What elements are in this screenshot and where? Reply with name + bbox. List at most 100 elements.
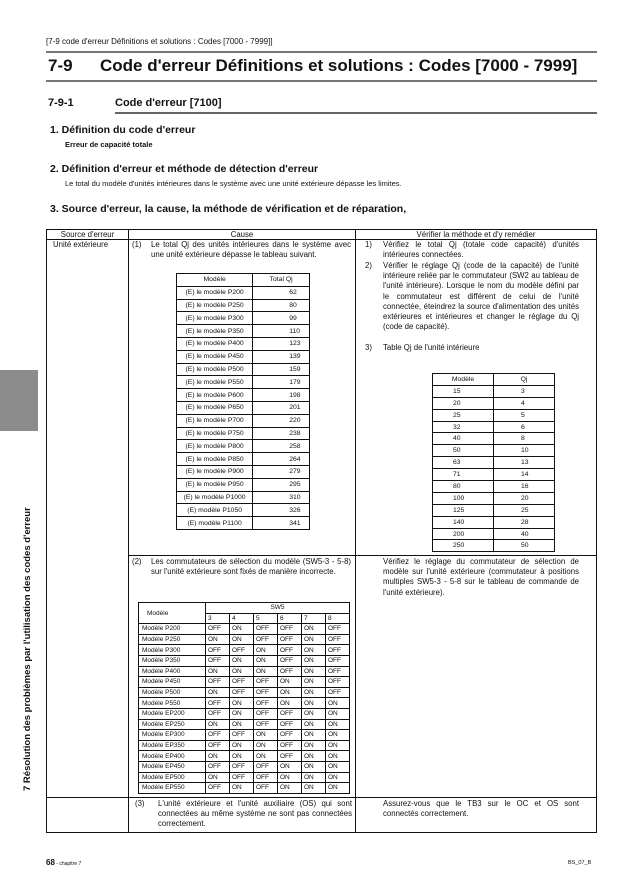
table-cell: ON (277, 676, 302, 688)
table-row: Modèle EP500 ON OFF OFF ON ON ON (138, 771, 350, 784)
table-cell: OFF (277, 654, 302, 667)
table-cell: ON (301, 644, 326, 656)
table-cell: OFF (229, 644, 254, 656)
remedy-text: Table Qj de l'unité intérieure (383, 343, 480, 352)
table-row: Modèle P300 OFF OFF ON OFF ON OFF (138, 644, 350, 656)
table-cell: OFF (277, 729, 302, 741)
item-text: Erreur de capacité totale (65, 140, 153, 149)
table-cell: OFF (253, 623, 278, 635)
table-cell: ON (205, 750, 230, 762)
breadcrumb: [7-9 code d'erreur Définitions et soluti… (46, 37, 273, 46)
table-cell: Modèle (432, 373, 494, 386)
table-cell: OFF (325, 644, 350, 656)
table-cell: 159 (252, 362, 310, 377)
table-cell: OFF (277, 707, 302, 720)
table-cell: ON (301, 760, 326, 773)
table-cell: 250 (432, 539, 494, 553)
remedy-text: Assurez-vous que le TB3 sur le OC et OS … (383, 799, 579, 819)
table-cell: ON (253, 750, 278, 762)
table-cell: OFF (277, 633, 302, 646)
table-cell: (E) le modèle P500 (175, 362, 254, 377)
subsection-number: 7-9-1 (48, 97, 74, 109)
cause-text: Les commutateurs de sélection du modèle … (151, 557, 351, 577)
table-cell: 25 (493, 503, 555, 517)
table-cell: ON (277, 760, 302, 773)
column-header: Cause (230, 230, 254, 239)
table-cell: OFF (277, 623, 302, 635)
table-cell: OFF (229, 729, 254, 741)
table-cell: 264 (252, 452, 310, 466)
table-row: Modèle Qj (432, 373, 555, 386)
table-cell: OFF (277, 750, 302, 762)
table-cell: Modèle (175, 273, 254, 287)
table-cell: ON (301, 676, 326, 688)
table-cell: Modèle EP250 (138, 718, 206, 731)
remedy-text: Vérifier le réglage Qj (code de la capac… (383, 261, 579, 332)
table-cell: 99 (252, 311, 310, 326)
table-cell: Modèle EP200 (138, 707, 206, 720)
table-cell: OFF (325, 686, 350, 699)
divider (46, 80, 597, 82)
divider (115, 112, 597, 114)
table-cell: OFF (277, 739, 302, 752)
table-row: 80 16 (432, 480, 555, 493)
table-cell: OFF (325, 623, 350, 635)
table-row: (E) le modèle P650 201 (175, 400, 310, 415)
cause-number: (2) (132, 557, 142, 566)
table-row: (E) le modèle P400 123 (175, 336, 310, 351)
table-cell: OFF (229, 676, 254, 688)
table-row: 25 5 (432, 408, 555, 422)
table-cell: OFF (253, 707, 278, 720)
table-cell: 220 (252, 413, 310, 428)
table-cell: 20 (432, 396, 494, 410)
table-row: Modèle P450 OFF OFF OFF ON ON OFF (138, 676, 350, 688)
error-table: Source d'erreur Cause Vérifier la méthod… (46, 229, 597, 833)
table-cell: Modèle P400 (138, 665, 206, 678)
table-cell: 201 (252, 400, 310, 415)
page-number: 68 - chapitre 7 (46, 858, 81, 867)
table-cell: ON (277, 782, 302, 794)
table-cell: ON (253, 739, 278, 752)
table-cell: OFF (229, 686, 254, 699)
remedy-number: 3) (365, 343, 372, 352)
table-cell: ON (205, 771, 230, 784)
table-cell: OFF (253, 771, 278, 784)
table-row: Modèle P250 ON ON OFF OFF ON OFF (138, 633, 350, 646)
table-cell: ON (277, 697, 302, 709)
table-row: 20 4 (432, 396, 555, 410)
table-cell: ON (253, 729, 278, 741)
table-cell: OFF (253, 633, 278, 646)
table-cell: (E) le modèle P900 (175, 464, 254, 479)
table-row: Modèle SW5 (138, 601, 350, 625)
table-row: 200 40 (432, 527, 555, 541)
table-row: (E) le modèle P850 264 (175, 452, 310, 466)
table-cell: SW5 (205, 602, 350, 614)
table-cell: (E) modèle P1050 (175, 503, 254, 518)
table-cell: OFF (253, 760, 278, 773)
table-cell: Modèle P250 (138, 633, 206, 646)
table-cell: ON (277, 771, 302, 784)
table-cell: OFF (205, 697, 230, 709)
table-cell: 295 (252, 477, 310, 492)
table-cell: OFF (253, 782, 278, 794)
table-cell: (E) le modèle P400 (175, 336, 254, 351)
indoor-qj-table: Modèle Qj 15 3 20 4 25 5 32 6 40 8 50 10 63 13 71 14 80 16 1… (432, 373, 555, 553)
cause-text: Le total Qj des unités intérieures dans … (151, 240, 351, 260)
table-cell: ON (301, 782, 326, 794)
table-cell: (E) le modèle P350 (175, 324, 254, 338)
table-cell: 28 (493, 515, 555, 529)
table-cell: Total Qj (252, 273, 310, 287)
table-cell: ON (301, 718, 326, 731)
table-cell: ON (325, 771, 350, 784)
column-header: Source d'erreur (60, 230, 115, 239)
table-row: Modèle EP450 OFF OFF OFF ON ON ON (138, 760, 350, 773)
table-cell: (E) modèle P1100 (175, 516, 254, 530)
table-cell: 123 (252, 336, 310, 351)
table-cell: OFF (229, 760, 254, 773)
table-cell: OFF (277, 718, 302, 731)
table-cell: ON (325, 729, 350, 741)
table-cell: 279 (252, 464, 310, 479)
table-cell: ON (325, 739, 350, 752)
table-cell: Modèle P550 (138, 697, 206, 709)
table-row: (E) le modèle P450 139 (175, 349, 310, 364)
